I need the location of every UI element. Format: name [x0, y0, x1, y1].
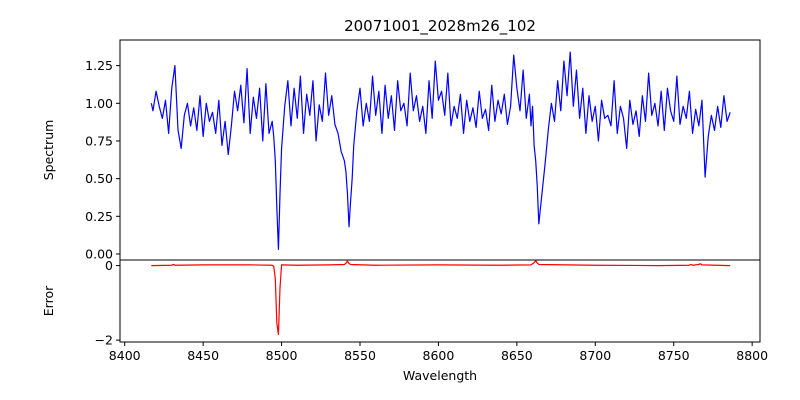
spectrum-series [150, 51, 731, 251]
x-tick-label: 8800 [736, 348, 768, 363]
y-tick-label: 1.25 [85, 58, 113, 73]
chart-title: 20071001_2028m26_102 [344, 17, 536, 36]
error-panel: 0 −2 8400 8450 8500 8550 8600 8650 8700 8750 8800… [41, 258, 768, 383]
y-tick-label: 0.25 [85, 209, 113, 224]
x-axis-label: Wavelength [403, 368, 477, 383]
error-series [151, 260, 731, 336]
x-tick-label: 8750 [658, 348, 690, 363]
x-tick-label: 8500 [266, 348, 298, 363]
y-tick-label: 0.75 [85, 133, 113, 148]
error-line-0 [151, 260, 731, 336]
x-tick-label: 8700 [579, 348, 611, 363]
x-tick-label: 8600 [423, 348, 455, 363]
y-tick-label: 1.00 [85, 96, 113, 111]
y-tick-label: 0.50 [85, 171, 113, 186]
spectrum-y-ticks: 0.00 0.25 0.50 0.75 1.00 1.25 [85, 58, 120, 261]
y-tick-label: 0.00 [85, 246, 113, 261]
y-tick-label: −2 [95, 333, 113, 348]
x-tick-label: 8550 [344, 348, 376, 363]
x-tick-label: 8650 [501, 348, 533, 363]
error-y-ticks: 0 −2 [95, 258, 120, 348]
error-y-axis-label: Error [41, 285, 56, 316]
y-tick-label: 0 [105, 258, 113, 273]
x-tick-label: 8400 [109, 348, 141, 363]
x-axis-ticks: 8400 8450 8500 8550 8600 8650 8700 8750 8800 [109, 342, 768, 363]
error-axes-frame [119, 259, 761, 343]
x-tick-label: 8450 [187, 348, 219, 363]
spectrum-line-0 [150, 51, 731, 251]
spectrum-y-axis-label: Spectrum [41, 120, 56, 181]
